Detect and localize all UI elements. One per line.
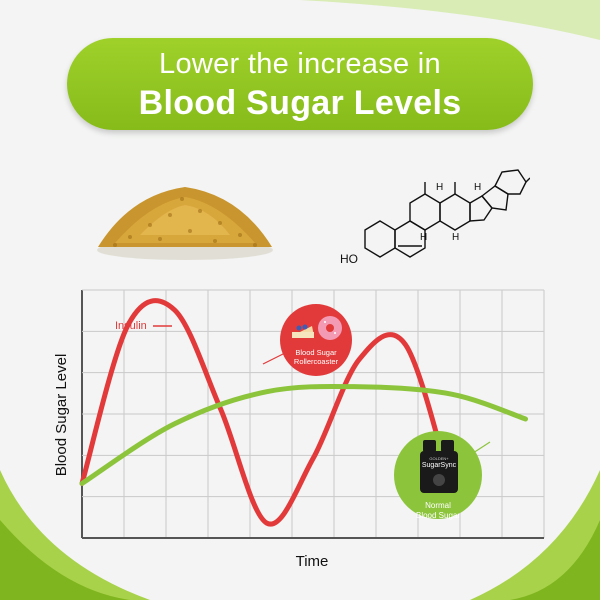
molecule-structure-image: HO H H H H	[340, 169, 530, 266]
cake-and-donut-icon	[292, 316, 342, 340]
supplement-bottle-icon: GOLDEN+ SugarSync	[420, 440, 458, 493]
x-axis-label: Time	[296, 553, 329, 570]
series-line-insulin	[79, 298, 455, 527]
headline-line2: Blood Sugar Levels	[138, 84, 462, 122]
headline-line1: Lower the increase in	[159, 48, 441, 80]
headline-banner: Lower the increase in Blood Sugar Levels	[67, 38, 533, 130]
series-label-insulin: Insulin	[115, 320, 147, 332]
hydrogen-label: H	[474, 182, 481, 193]
normal-label-line1: Normal	[425, 501, 451, 510]
hydrogen-label: H	[436, 182, 443, 193]
product-small-text: GOLDEN+	[429, 456, 449, 461]
series-line-normal-blood-sugar	[79, 383, 529, 486]
hydrogen-label: H	[452, 232, 459, 243]
normal-label-line2: Blood Sugar	[416, 511, 460, 520]
rollercoaster-label-line1: Blood Sugar	[295, 348, 337, 357]
y-axis-label: Blood Sugar Level	[53, 354, 70, 477]
fenugreek-seeds-image	[97, 187, 273, 260]
hydroxyl-label: HO	[340, 252, 358, 266]
product-brand: SugarSync	[422, 462, 457, 469]
rollercoaster-callout: Blood Sugar Rollercoaster	[262, 304, 352, 376]
normal-blood-sugar-callout: GOLDEN+ SugarSync Normal Blood Sugar	[394, 431, 491, 520]
rollercoaster-label-line2: Rollercoaster	[294, 357, 339, 366]
hydrogen-label: H	[420, 232, 427, 243]
